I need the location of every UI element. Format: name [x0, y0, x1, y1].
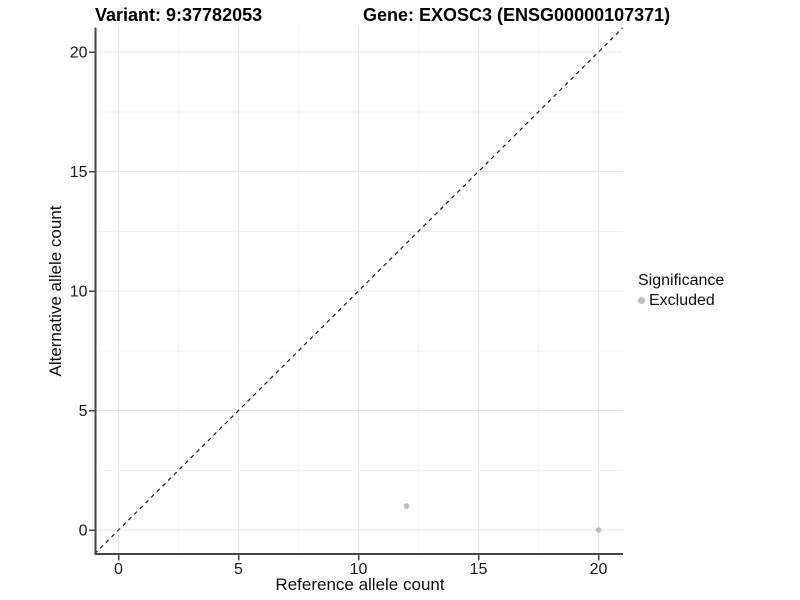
axis-lines [94, 27, 623, 555]
excluded-point-icon [638, 297, 645, 304]
y-tick-label: 0 [79, 523, 88, 540]
data-points [403, 503, 602, 533]
x-tick-label: 15 [470, 561, 488, 578]
x-axis-title: Reference allele count [275, 575, 445, 594]
tick-marks [89, 51, 600, 561]
y-tick-label: 10 [70, 284, 88, 301]
legend: Significance Excluded [638, 271, 724, 310]
x-tick-label: 20 [590, 561, 608, 578]
data-point [403, 503, 410, 509]
x-tick-label: 10 [350, 561, 368, 578]
title-gene: Gene: EXOSC3 (ENSG00000107371) [363, 5, 671, 25]
gridlines-major [95, 27, 623, 554]
data-point [595, 527, 602, 533]
y-tick-label: 15 [70, 164, 88, 181]
y-tick-label: 20 [70, 45, 88, 62]
legend-title: Significance [638, 272, 725, 289]
x-tick-label: 5 [234, 561, 243, 578]
legend-item-excluded: Excluded [638, 291, 724, 310]
title-variant: Variant: 9:37782053 [95, 5, 263, 25]
x-tick-label: 0 [114, 561, 123, 578]
y-tick-label: 5 [79, 403, 88, 420]
y-axis-title: Alternative allele count [46, 205, 65, 377]
x-tick-labels: 0 5 10 15 20 [114, 561, 607, 578]
y-tick-labels: 0 5 10 15 20 [70, 45, 88, 540]
legend-item-label: Excluded [649, 292, 715, 309]
